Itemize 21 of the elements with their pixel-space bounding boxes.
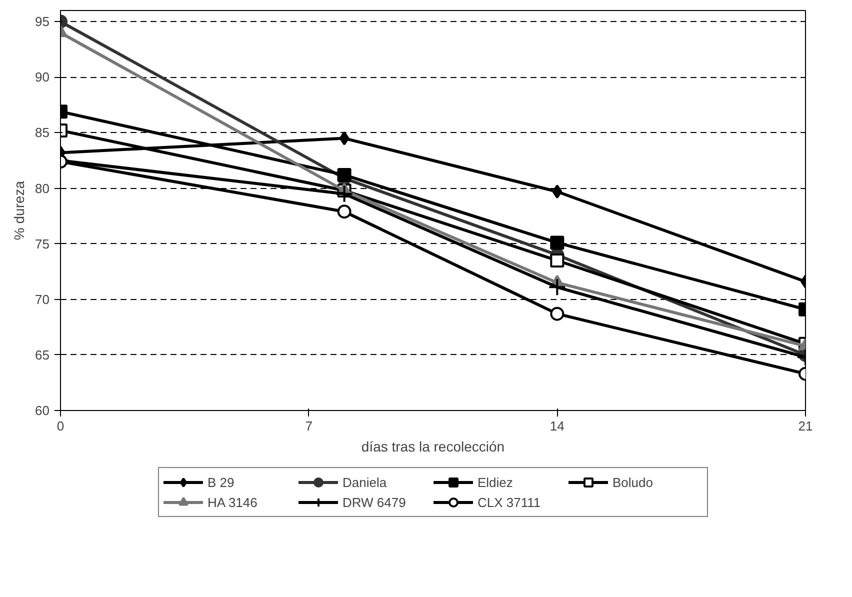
y-tick-label: 60 — [35, 403, 50, 418]
legend-label: Daniela — [342, 474, 388, 490]
y-tick-label: 70 — [35, 292, 50, 307]
y-tick-label: 80 — [35, 180, 50, 196]
legend-label: Boludo — [612, 474, 654, 490]
y-tick-label: 90 — [35, 70, 50, 85]
y-axis-title: % dureza — [11, 180, 28, 240]
x-tick-label: 21 — [798, 418, 813, 434]
legend-label: B 29 — [208, 474, 236, 490]
x-tick-label: 7 — [305, 418, 312, 434]
x-tick-label: 14 — [550, 418, 564, 434]
y-tick-label: 85 — [35, 125, 50, 140]
x-axis-title: días tras la recolección — [361, 438, 505, 454]
y-tick-label: 65 — [35, 347, 50, 362]
x-tick-label: 0 — [56, 418, 64, 434]
legend-label: HA 3146 — [208, 494, 258, 510]
y-tick-label: 95 — [35, 14, 50, 30]
y-tick-label: 75 — [35, 236, 50, 252]
legend-label: DRW 6479 — [342, 494, 407, 510]
legend-label: Eldiez — [478, 474, 514, 490]
legend-label: CLX 37111 — [478, 494, 542, 510]
